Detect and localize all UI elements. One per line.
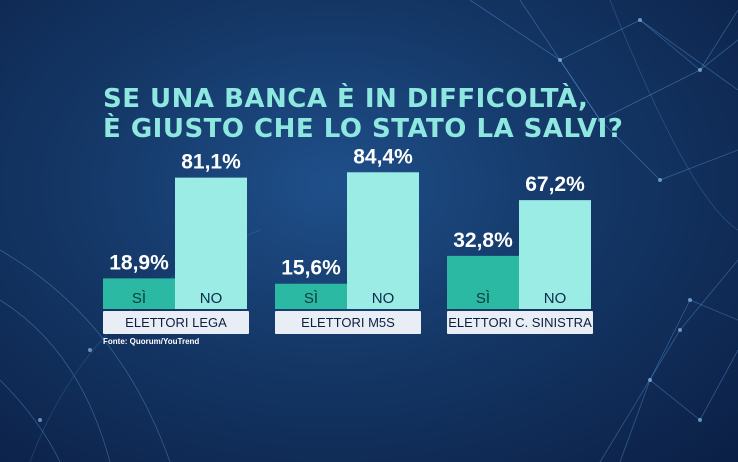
series-label: SÌ — [304, 290, 318, 307]
chart-title: SE UNA BANCA È IN DIFFICOLTÀ, È GIUSTO C… — [103, 84, 623, 144]
value-label: 67,2% — [525, 173, 585, 196]
category-label-elettori-c-sinistra: ELETTORI C. SINISTRA — [447, 311, 593, 334]
bar-elettori-c-sinistra-no — [519, 200, 591, 309]
category-label-elettori-lega: ELETTORI LEGA — [103, 311, 249, 334]
series-label: NO — [200, 290, 223, 307]
bar-elettori-m5s-no — [347, 172, 419, 309]
bar-elettori-lega-si — [103, 278, 175, 309]
value-label: 18,9% — [109, 251, 169, 274]
series-label: SÌ — [476, 290, 490, 307]
chart-title-line-2: È GIUSTO CHE LO STATO LA SALVI? — [103, 114, 624, 144]
series-label: NO — [372, 290, 395, 307]
series-label: NO — [544, 290, 567, 307]
value-label: 84,4% — [353, 145, 413, 168]
value-label: 81,1% — [181, 151, 241, 174]
value-label: 32,8% — [453, 229, 513, 252]
value-label: 15,6% — [281, 257, 341, 280]
bar-elettori-m5s-si — [275, 283, 347, 309]
series-label: SÌ — [132, 290, 146, 307]
bar-elettori-lega-no — [175, 177, 247, 309]
category-label-elettori-m5s: ELETTORI M5S — [275, 311, 421, 334]
chart-title-line-1: SE UNA BANCA È IN DIFFICOLTÀ, — [103, 84, 589, 114]
source-note: Fonte: Quorum/YouTrend — [103, 337, 200, 346]
bar-elettori-c-sinistra-si — [447, 255, 519, 309]
